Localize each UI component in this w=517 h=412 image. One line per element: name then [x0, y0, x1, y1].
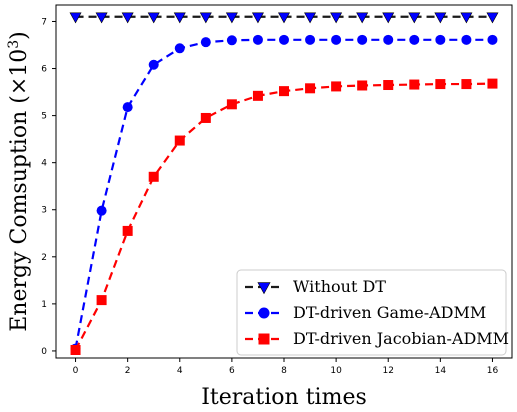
y-tick-label: 7: [41, 17, 47, 27]
data-point: [305, 34, 316, 45]
y-tick-label: 5: [41, 112, 47, 122]
data-point: [435, 79, 446, 90]
legend-label: DT-driven Jacobian-ADMM: [293, 329, 509, 348]
data-point: [252, 90, 263, 101]
data-point: [69, 12, 82, 24]
x-tick-label: 8: [281, 366, 287, 376]
data-point: [258, 307, 270, 319]
data-point: [305, 83, 316, 94]
data-point: [383, 80, 394, 91]
x-tick-label: 6: [229, 366, 235, 376]
data-point: [487, 34, 498, 45]
data-point: [331, 81, 342, 92]
y-tick-label: 4: [41, 159, 47, 169]
data-point: [383, 34, 394, 45]
data-point: [279, 86, 289, 97]
y-tick-label: 2: [41, 253, 47, 263]
legend-label: Without DT: [293, 277, 386, 296]
legend-box: [236, 269, 507, 356]
data-point: [200, 37, 211, 48]
data-point: [122, 225, 133, 236]
data-point: [409, 79, 420, 90]
data-point: [258, 333, 270, 345]
data-point: [200, 112, 211, 123]
x-tick-label: 10: [330, 366, 342, 376]
y-axis-label-main: Energy Comsuption (×10: [7, 49, 32, 332]
y-axis-label-close: ): [7, 31, 32, 40]
data-point: [434, 12, 447, 24]
y-axis-label: Energy Comsuption (×103): [6, 31, 32, 332]
data-point: [122, 102, 133, 113]
data-point: [148, 171, 159, 182]
data-point: [408, 12, 421, 24]
data-point: [95, 12, 108, 24]
x-axis-label: Iteration times: [201, 385, 367, 410]
y-axis-label-exponent: 3: [6, 40, 22, 49]
x-tick-label: 2: [125, 366, 131, 376]
x-tick-label: 12: [383, 366, 394, 376]
x-tick-label: 14: [435, 366, 447, 376]
data-point: [148, 59, 159, 70]
data-point: [409, 34, 420, 45]
data-point: [257, 282, 271, 295]
y-tick-label: 3: [41, 206, 47, 216]
data-point: [251, 12, 264, 24]
data-point: [279, 34, 289, 45]
series-1: [69, 12, 499, 24]
data-point: [486, 12, 499, 24]
data-point: [277, 12, 291, 24]
data-point: [173, 12, 186, 24]
data-point: [96, 295, 107, 306]
data-point: [225, 12, 238, 24]
data-point: [147, 12, 160, 24]
data-point: [226, 99, 237, 110]
data-point: [461, 34, 472, 45]
data-point: [330, 12, 343, 24]
x-tick-label: 0: [73, 366, 79, 376]
legend-item: Without DT: [245, 277, 386, 296]
data-point: [356, 12, 369, 24]
legend-item: DT-driven Jacobian-ADMM: [245, 329, 509, 348]
series-3: [70, 78, 498, 355]
data-point: [487, 78, 498, 89]
data-point: [461, 79, 472, 90]
data-point: [174, 135, 185, 146]
data-point: [357, 80, 368, 91]
data-point: [460, 12, 473, 24]
data-point: [199, 12, 212, 24]
y-tick-label: 0: [41, 347, 47, 357]
x-tick-label: 4: [177, 366, 183, 376]
data-point: [331, 34, 342, 45]
data-point: [252, 34, 263, 45]
data-point: [96, 205, 107, 216]
data-point: [70, 344, 81, 355]
legend: Without DT DT-driven Game-ADMM DT-driven J…: [236, 269, 509, 356]
legend-label: DT-driven Game-ADMM: [293, 303, 486, 322]
y-tick-label: 6: [41, 65, 47, 75]
y-tick-label: 1: [41, 300, 47, 310]
data-point: [382, 12, 395, 24]
x-tick-label: 16: [487, 366, 499, 376]
data-point: [174, 43, 185, 54]
series-2: [70, 34, 498, 354]
legend-item: DT-driven Game-ADMM: [245, 303, 486, 322]
data-point: [435, 34, 446, 45]
data-point: [121, 12, 134, 24]
data-point: [226, 35, 237, 46]
data-point: [357, 34, 368, 45]
data-point: [304, 12, 317, 24]
